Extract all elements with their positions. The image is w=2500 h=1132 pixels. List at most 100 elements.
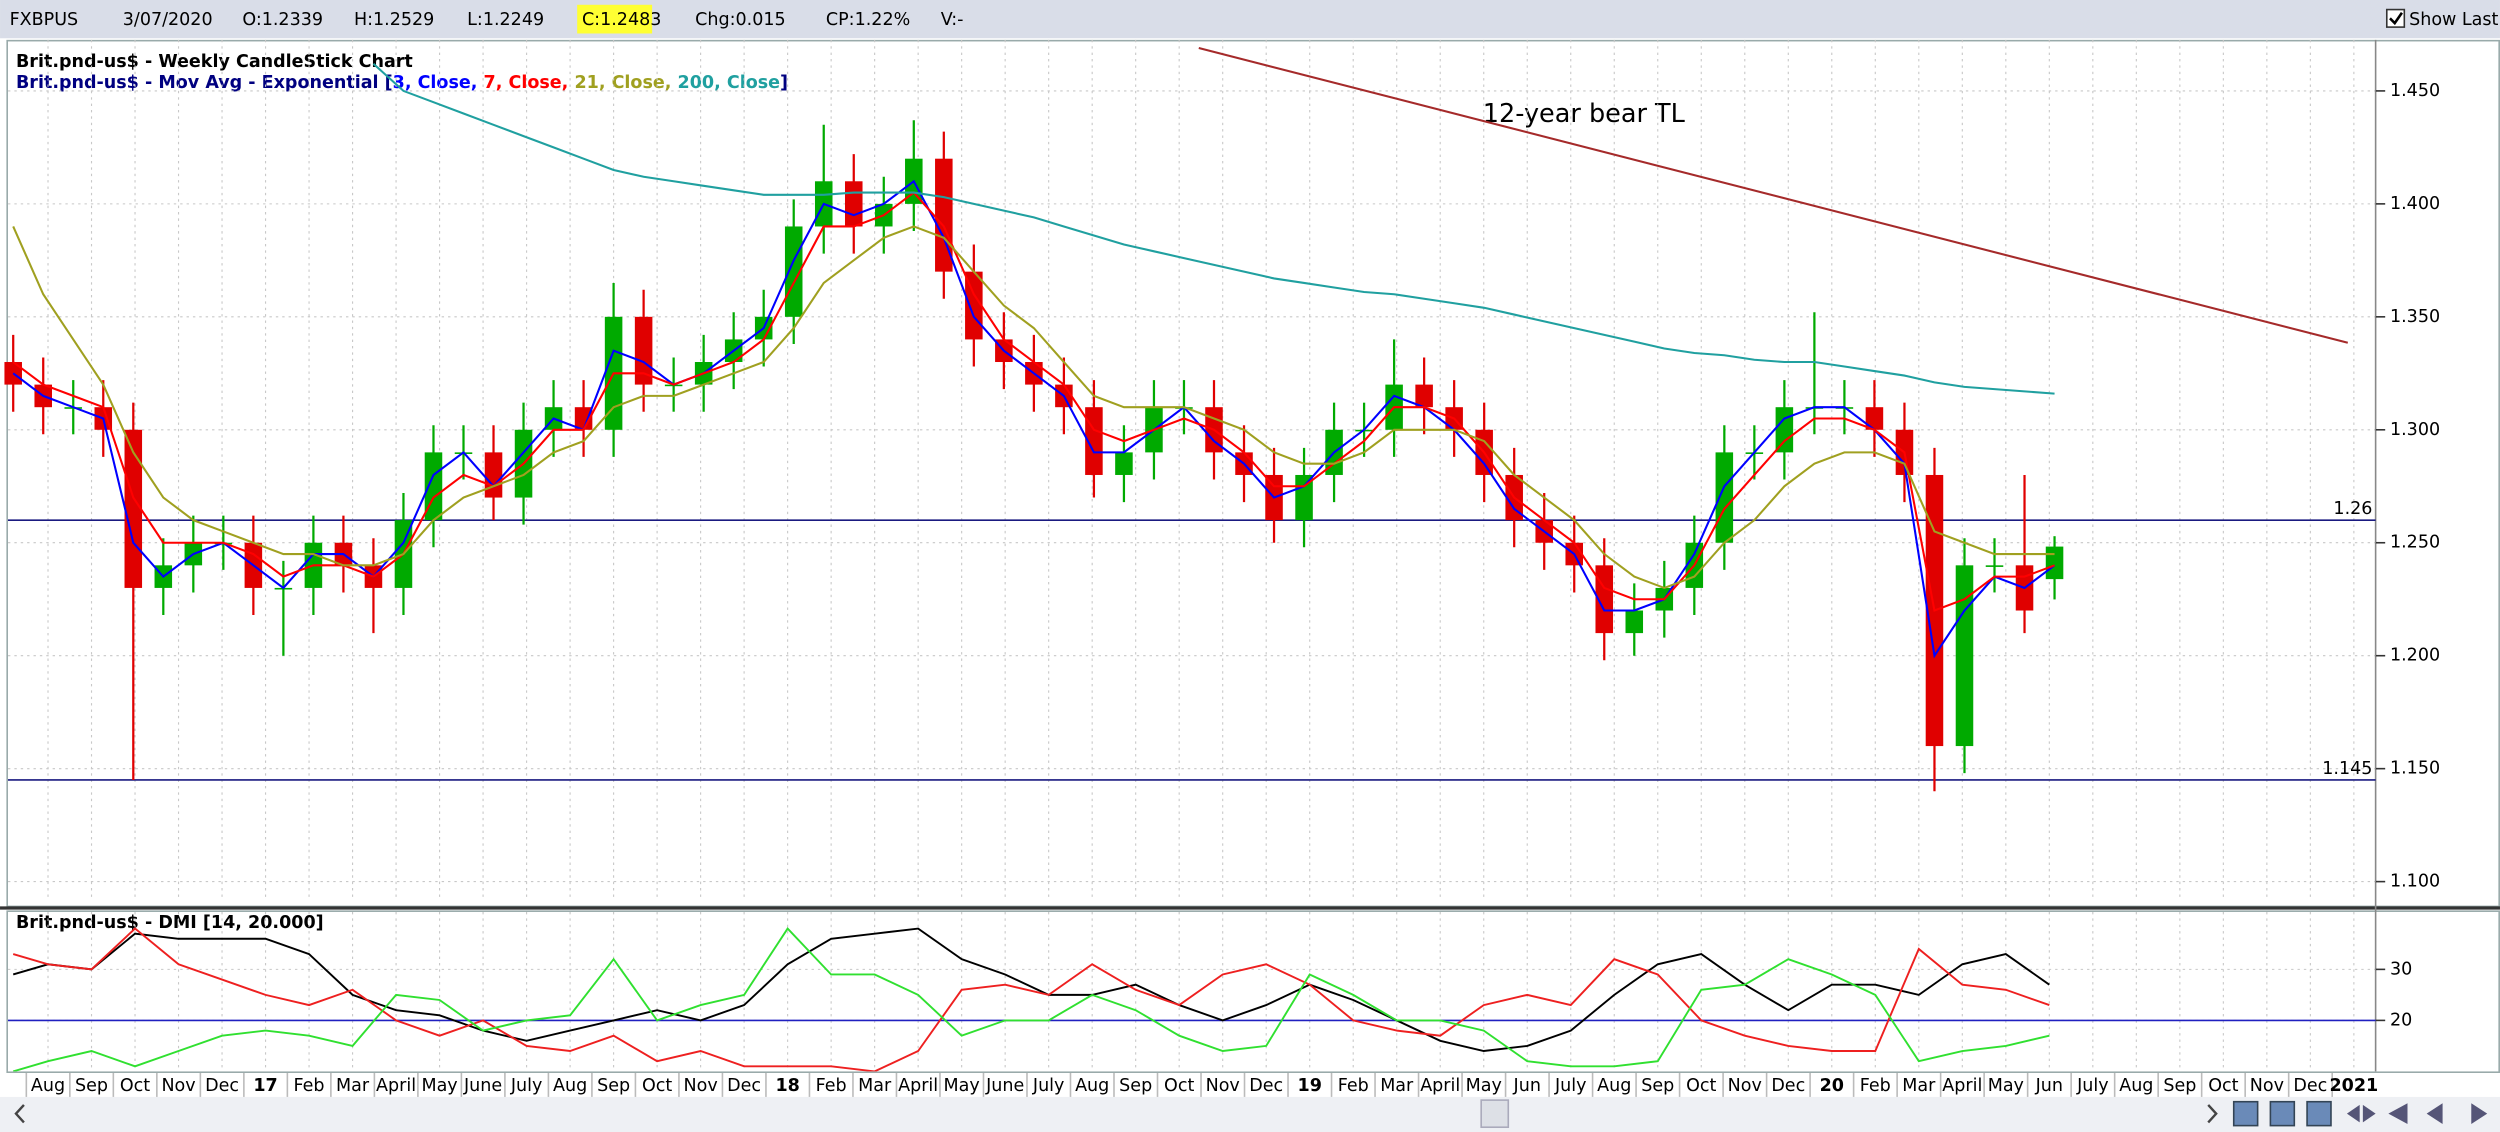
moving-average-title: Brit.pnd-us$ - Mov Avg - Exponential [3,… — [16, 73, 788, 93]
zoom-button[interactable] — [2269, 1100, 2296, 1127]
expand-button[interactable] — [2346, 1104, 2376, 1123]
title-segment: ] — [780, 73, 788, 93]
candle-body — [1625, 610, 1644, 634]
moving-average-line — [372, 63, 2055, 395]
volume: V:- — [941, 10, 964, 30]
x-tick-label: Aug — [2119, 1076, 2153, 1096]
candle-body — [484, 452, 503, 498]
x-tick-label: Nov — [2250, 1076, 2284, 1096]
title-segment: 7, Close — [484, 73, 562, 93]
x-tick-label: Aug — [1597, 1076, 1631, 1096]
x-tick-label: 18 — [775, 1076, 799, 1096]
prev-button[interactable] — [2426, 1103, 2443, 1125]
x-tick-label: Mar — [336, 1076, 370, 1096]
x-tick-label: April — [1420, 1076, 1460, 1096]
x-tick-label: Feb — [1860, 1076, 1891, 1096]
low: L:1.2249 — [467, 10, 544, 30]
x-tick-label: July — [1554, 1076, 1587, 1096]
candle-body — [1715, 452, 1734, 543]
x-tick-label: Jun — [2035, 1076, 2063, 1096]
y-tick-label: 1.150 — [2390, 759, 2440, 779]
title-segment: Brit.pnd-us$ - Mov Avg - Exponential [ — [16, 73, 393, 93]
zoom-button[interactable] — [2232, 1100, 2259, 1127]
x-tick-label: July — [510, 1076, 543, 1096]
candle-body — [1955, 565, 1974, 747]
x-tick-label: Dec — [2293, 1076, 2327, 1096]
back-button[interactable] — [2388, 1103, 2408, 1125]
x-tick-label: April — [898, 1076, 938, 1096]
y-tick-label: 1.300 — [2390, 420, 2440, 440]
zoom-button[interactable] — [2306, 1100, 2332, 1127]
y-tick-label: 30 — [2390, 959, 2412, 979]
y-tick-label: 1.250 — [2390, 533, 2440, 553]
x-tick-label: 19 — [1298, 1076, 1322, 1096]
show-last-label[interactable]: Show Last — [2409, 10, 2498, 30]
x-tick-label: May — [1988, 1076, 2024, 1096]
x-tick-label: Oct — [642, 1076, 672, 1096]
close: C:1.2483 — [582, 10, 661, 30]
scroll-thumb[interactable] — [1480, 1099, 1510, 1129]
x-tick-label: May — [944, 1076, 980, 1096]
moving-average-line — [12, 191, 2055, 612]
x-tick-label: Dec — [1771, 1076, 1805, 1096]
x-tick-label: April — [376, 1076, 416, 1096]
x-tick-label: June — [985, 1076, 1024, 1096]
dmi-pane-frame — [6, 910, 2500, 1074]
x-tick-label: Nov — [684, 1076, 718, 1096]
x-tick-label: Mar — [858, 1076, 892, 1096]
scrollbar[interactable] — [0, 1096, 2500, 1132]
y-tick-label: 1.450 — [2390, 81, 2440, 101]
x-tick-label: Oct — [120, 1076, 150, 1096]
x-tick-label: Sep — [75, 1076, 108, 1096]
x-tick-label: Aug — [31, 1076, 65, 1096]
title-segment: 3, Close — [393, 73, 471, 93]
high: H:1.2529 — [354, 10, 434, 30]
toolbar — [0, 0, 2500, 39]
x-tick-label: Dec — [205, 1076, 239, 1096]
x-tick-label: Aug — [553, 1076, 587, 1096]
x-tick-label: Mar — [1380, 1076, 1414, 1096]
scroll-right[interactable] — [2207, 1104, 2218, 1124]
dmi-line — [12, 927, 2050, 1072]
x-tick-label: Nov — [1206, 1076, 1240, 1096]
title-segment: , — [562, 73, 575, 93]
candle-body — [1865, 407, 1884, 430]
moving-average-line — [12, 179, 2056, 659]
title-segment: 200, Close — [678, 73, 781, 93]
x-tick-label: June — [463, 1076, 502, 1096]
reference-label: 1.26 — [2333, 499, 2372, 519]
scroll-left[interactable] — [14, 1104, 25, 1124]
x-tick-label: Nov — [1728, 1076, 1762, 1096]
x-tick-label: 17 — [253, 1076, 277, 1096]
dmi-line — [12, 927, 2050, 1052]
moving-average-line — [12, 225, 2055, 590]
candle-body — [2045, 546, 2064, 580]
title-segment: , — [665, 73, 678, 93]
x-tick-label: Sep — [597, 1076, 630, 1096]
trendline — [1198, 46, 2349, 344]
x-tick-label: May — [421, 1076, 457, 1096]
candle-body — [424, 452, 443, 521]
candle-body — [1415, 384, 1433, 408]
x-tick-label: Feb — [816, 1076, 847, 1096]
x-tick-label: Nov — [161, 1076, 195, 1096]
date: 3/07/2020 — [123, 10, 213, 30]
x-tick-label: Oct — [2208, 1076, 2238, 1096]
reference-label: 1.145 — [2322, 759, 2372, 779]
x-tick-label: Feb — [294, 1076, 325, 1096]
x-tick-label: Sep — [1119, 1076, 1152, 1096]
x-tick-label: Oct — [1686, 1076, 1716, 1096]
open: O:1.2339 — [242, 10, 323, 30]
x-tick-label: Dec — [727, 1076, 761, 1096]
x-tick-label: July — [2076, 1076, 2109, 1096]
candle-body — [1985, 565, 2004, 567]
title-segment: 21, Close — [574, 73, 664, 93]
x-tick-label: April — [1942, 1076, 1982, 1096]
next-button[interactable] — [2471, 1103, 2488, 1125]
symbol: FXBPUS — [10, 10, 79, 30]
y-tick-label: 1.400 — [2390, 194, 2440, 214]
candle-body — [1775, 407, 1794, 453]
show-last-checkbox[interactable] — [2385, 8, 2406, 28]
x-tick-label: 2021 — [2329, 1076, 2378, 1096]
x-tick-label: Sep — [2163, 1076, 2196, 1096]
